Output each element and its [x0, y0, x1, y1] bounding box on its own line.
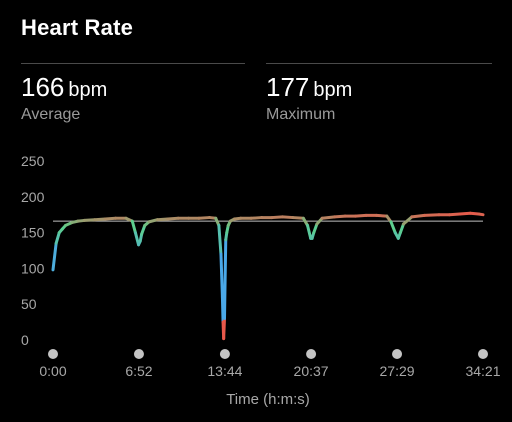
average-value: 166 — [21, 72, 65, 102]
average-label: Average — [21, 106, 81, 123]
heart-rate-line-segment — [155, 217, 170, 222]
average-divider — [21, 63, 245, 64]
heart-rate-line-segment — [312, 222, 319, 235]
heart-rate-line-segment — [217, 223, 223, 256]
x-tick-label: 0:00 — [39, 363, 66, 379]
heart-rate-line-segment — [103, 216, 118, 221]
y-tick-label: 50 — [21, 296, 37, 312]
maximum-divider — [266, 63, 492, 64]
heart-rate-line-segment — [281, 215, 295, 220]
heart-rate-line-segment — [219, 252, 224, 299]
y-tick-label: 0 — [21, 332, 29, 348]
x-tick-label: 20:37 — [294, 363, 329, 379]
heart-rate-line-segment — [130, 219, 137, 235]
heart-rate-line-segment — [291, 216, 305, 220]
heart-rate-line-segment — [82, 218, 97, 222]
heart-rate-line-segment — [333, 214, 347, 219]
x-tick-dot — [219, 349, 230, 359]
heart-rate-line-segment — [410, 213, 426, 219]
x-tick-dot — [133, 349, 144, 359]
x-axis-title: Time (h:m:s) — [226, 391, 310, 408]
maximum-unit: bpm — [313, 79, 353, 101]
y-tick-label: 200 — [21, 189, 45, 205]
heart-rate-line-segment — [402, 215, 414, 226]
heart-rate-line-segment — [220, 295, 225, 324]
y-tick-label: 250 — [21, 153, 45, 169]
heart-rate-line-segment — [306, 223, 313, 240]
y-tick-label: 100 — [21, 260, 45, 276]
x-tick-dot — [392, 349, 403, 359]
x-tick-label: 6:52 — [125, 363, 152, 379]
heart-rate-line-segment — [458, 211, 472, 216]
x-tick-dot — [306, 349, 317, 359]
heart-rate-line-segment — [51, 241, 58, 272]
heart-rate-line-segment — [270, 215, 285, 220]
average-unit: bpm — [68, 79, 108, 101]
heart-rate-line-segment — [197, 216, 211, 220]
heart-rate-line-segment — [389, 220, 397, 235]
maximum-value: 177 — [266, 72, 310, 102]
heart-rate-line-segment — [398, 222, 406, 235]
heart-rate-line-segment — [166, 216, 180, 221]
heart-rate-line-segment — [422, 213, 441, 217]
x-tick-label: 34:21 — [465, 363, 500, 379]
y-tick-label: 150 — [21, 225, 45, 241]
average-stat: 166 bpm — [21, 72, 107, 103]
page-title: Heart Rate — [21, 15, 134, 40]
heart-rate-line-segment — [447, 212, 462, 217]
maximum-label: Maximum — [266, 106, 336, 123]
heart-rate-line-segment — [374, 213, 389, 218]
heart-rate-line-segment — [222, 317, 226, 341]
heart-rate-line-segment — [320, 215, 337, 220]
maximum-stat: 177 bpm — [266, 72, 352, 103]
heart-rate-line-segment — [222, 238, 228, 321]
x-tick-dot — [478, 349, 488, 359]
heart-rate-line-segment — [477, 212, 485, 217]
heart-rate-line-segment — [354, 213, 368, 218]
x-tick-label: 13:44 — [207, 363, 242, 379]
heart-rate-line-segment — [93, 217, 107, 222]
x-tick-dot — [48, 349, 58, 359]
x-tick-label: 27:29 — [380, 363, 415, 379]
heart-rate-line-segment — [54, 231, 61, 245]
heart-rate-line-segment — [140, 223, 147, 236]
heart-rate-line-segment — [249, 216, 264, 220]
